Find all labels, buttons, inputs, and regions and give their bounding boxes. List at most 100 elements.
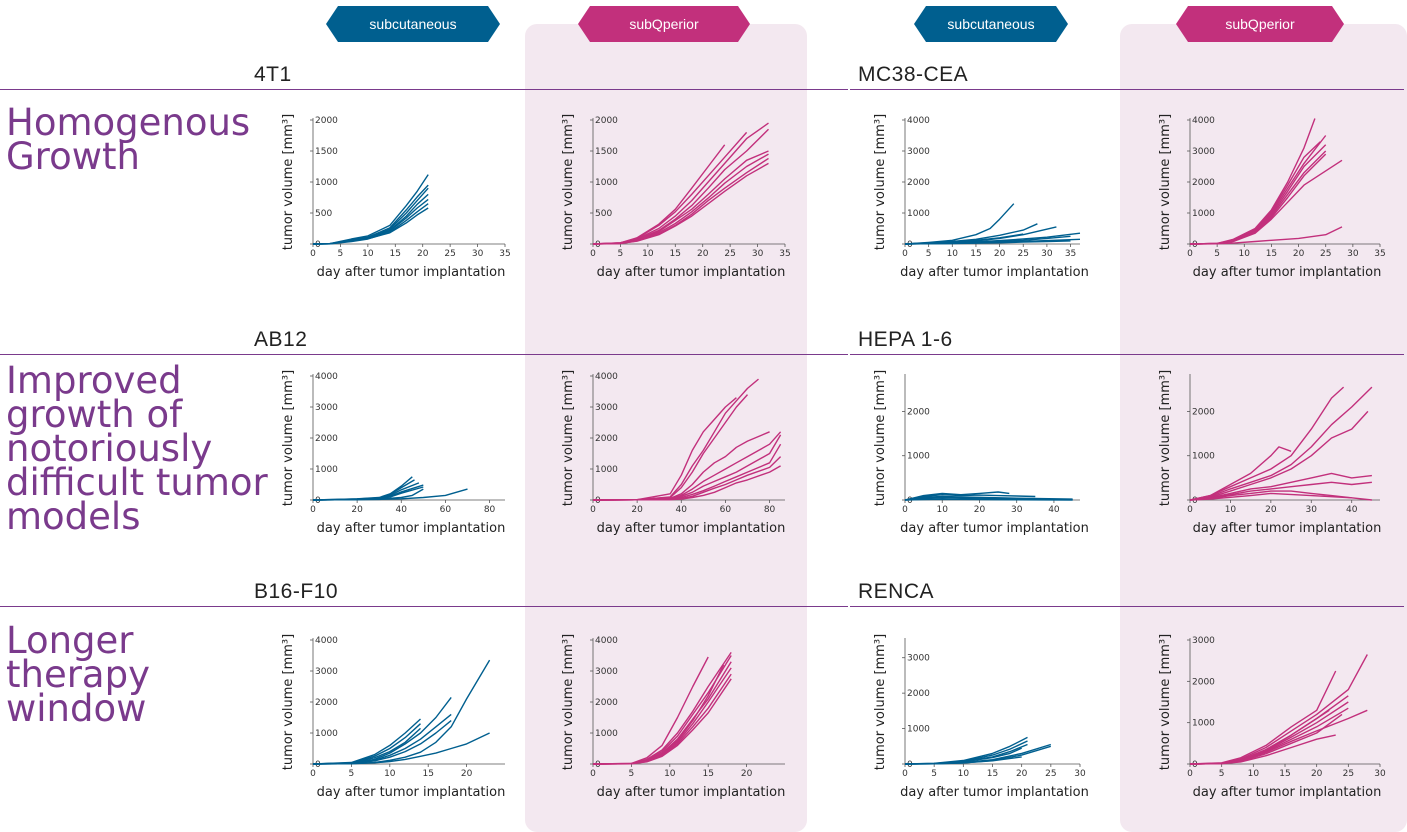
x-tick-label: 20 — [1265, 505, 1277, 515]
header-subcutaneous-right: subcutaneous — [914, 6, 1068, 42]
x-tick-label: 10 — [362, 249, 374, 259]
row-divider — [0, 354, 848, 355]
y-tick-label: 3000 — [1192, 147, 1215, 157]
x-axis-label: day after tumor implantation — [597, 785, 786, 800]
model-name-ab12: AB12 — [254, 328, 308, 351]
chart-MC38-subcutaneous: 0 5 10 15 20 25 30 35 0 1000 2000 3000 4000 day after… — [873, 114, 1089, 280]
x-tick-label: 30 — [1074, 769, 1086, 779]
series-line-8 — [904, 233, 1024, 245]
row-label-line: Growth — [6, 135, 140, 178]
y-tick-label: 4000 — [1192, 116, 1215, 126]
x-tick-label: 5 — [1219, 769, 1225, 779]
y-tick-label: 4000 — [595, 372, 618, 382]
x-axis-label: day after tumor implantation — [1193, 265, 1382, 280]
y-tick-label: 1000 — [595, 729, 618, 739]
y-tick-label: 0 — [1192, 240, 1198, 250]
y-tick-label: 0 — [1192, 496, 1198, 506]
x-tick-label: 25 — [1343, 769, 1354, 779]
row-divider — [0, 89, 848, 90]
x-tick-label: 10 — [958, 769, 970, 779]
model-name-b16-f10: B16-F10 — [254, 580, 339, 603]
x-tick-label: 5 — [349, 769, 355, 779]
x-axis-label: day after tumor implantation — [900, 521, 1089, 536]
header-label: subQperior — [1225, 16, 1295, 32]
y-axis-label: tumor volume [mm³] — [1158, 114, 1173, 250]
y-axis-label: tumor volume [mm³] — [1158, 370, 1173, 506]
row-label-line: models — [6, 495, 141, 538]
row-label-line: Longer — [6, 619, 134, 662]
series-line-1 — [312, 476, 413, 501]
row-divider — [850, 89, 1404, 90]
x-tick-label: 30 — [752, 249, 764, 259]
header-subqperior-left: subQperior — [578, 6, 750, 42]
x-tick-label: 20 — [631, 505, 643, 515]
row-label-longer-therapy-window: Longer therapy window — [6, 619, 150, 727]
series-line-6 — [592, 162, 769, 245]
y-tick-label: 2000 — [907, 689, 930, 699]
x-tick-label: 0 — [902, 769, 908, 779]
header-label: subcutaneous — [369, 16, 457, 32]
x-tick-label: 0 — [310, 769, 316, 779]
x-tick-label: 20 — [994, 249, 1006, 259]
y-tick-label: 1000 — [1192, 719, 1215, 729]
chart-B16-subcutaneous: 0 5 10 15 20 0 1000 2000 3000 4000 day after tumor… — [281, 634, 505, 800]
x-tick-label: 0 — [902, 505, 908, 515]
series-line-8 — [592, 144, 726, 245]
series-line-1 — [592, 122, 769, 245]
row-label-line: therapy — [6, 653, 150, 696]
y-tick-label: 0 — [315, 496, 321, 506]
x-tick-label: 15 — [422, 769, 433, 779]
x-axis-label: day after tumor implantation — [597, 265, 786, 280]
x-tick-label: 0 — [590, 769, 596, 779]
y-axis-label: tumor volume [mm³] — [873, 634, 888, 770]
x-tick-label: 5 — [338, 249, 344, 259]
header-label: subcutaneous — [947, 16, 1035, 32]
x-tick-label: 25 — [444, 249, 455, 259]
x-tick-label: 20 — [351, 505, 363, 515]
series-line-7 — [312, 488, 468, 501]
series-line-6 — [904, 498, 1073, 501]
series-line-7 — [312, 207, 429, 245]
y-axis-label: tumor volume [mm³] — [281, 370, 296, 506]
series-line-8 — [592, 664, 725, 765]
x-tick-label: 20 — [1293, 249, 1305, 259]
x-tick-label: 10 — [642, 249, 654, 259]
model-name-4t1: 4T1 — [254, 63, 292, 86]
x-tick-label: 15 — [987, 769, 998, 779]
y-tick-label: 4000 — [315, 372, 338, 382]
y-tick-label: 3000 — [595, 403, 618, 413]
series-line-7 — [904, 756, 1022, 765]
series-line-8 — [1189, 226, 1343, 245]
x-tick-label: 35 — [1374, 249, 1385, 259]
y-tick-label: 1000 — [315, 178, 338, 188]
x-axis-label: day after tumor implantation — [900, 265, 1089, 280]
x-axis-label: day after tumor implantation — [1193, 785, 1382, 800]
series-line-3 — [1189, 695, 1349, 765]
x-tick-label: 5 — [931, 769, 937, 779]
x-tick-label: 15 — [1266, 249, 1277, 259]
series-line-7 — [1189, 490, 1352, 501]
x-tick-label: 20 — [697, 249, 709, 259]
series-line-9 — [592, 465, 781, 501]
y-axis-label: tumor volume [mm³] — [281, 114, 296, 250]
y-tick-label: 0 — [595, 240, 601, 250]
chart-RENCA-subcutaneous: 0 5 10 15 20 25 30 0 1000 2000 3000 day after tumor… — [873, 634, 1089, 800]
model-name-renca: RENCA — [858, 580, 935, 603]
y-tick-label: 1000 — [595, 465, 618, 475]
x-tick-label: 0 — [1187, 505, 1193, 515]
x-tick-label: 35 — [1065, 249, 1076, 259]
x-tick-label: 5 — [629, 769, 635, 779]
series-line-7 — [1189, 141, 1321, 245]
series-line-9 — [1189, 709, 1330, 765]
x-tick-label: 10 — [937, 505, 949, 515]
subqperior-panel-right — [1120, 24, 1407, 832]
series-line-6 — [1189, 159, 1343, 245]
x-tick-label: 40 — [1048, 505, 1060, 515]
series-line-7 — [312, 659, 491, 765]
x-tick-label: 15 — [1279, 769, 1290, 779]
y-tick-label: 2000 — [1192, 178, 1215, 188]
chart-HEPA-subcutaneous: 0 10 20 30 40 0 1000 2000 day after tumor implan… — [873, 370, 1089, 536]
x-tick-label: 10 — [947, 249, 959, 259]
y-tick-label: 4000 — [907, 116, 930, 126]
y-tick-label: 3000 — [315, 667, 338, 677]
